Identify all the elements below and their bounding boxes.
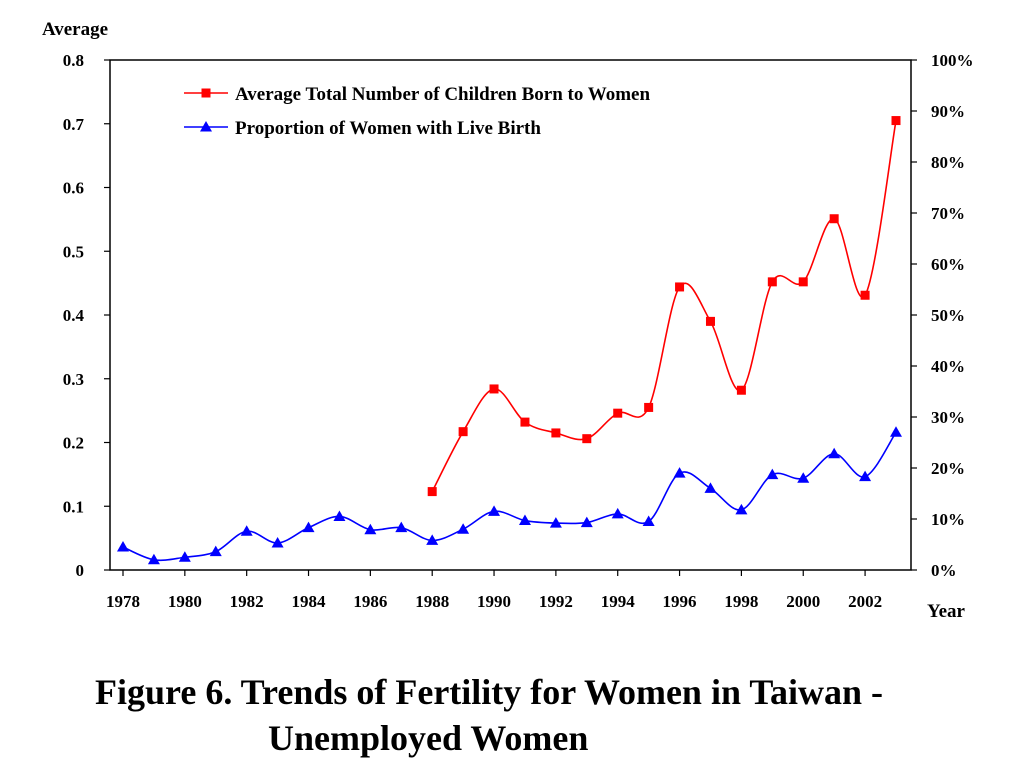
data-point-children-born bbox=[767, 277, 777, 287]
y2-tick-label: 70% bbox=[931, 204, 965, 223]
data-point-live-birth-proportion bbox=[147, 553, 160, 565]
x-tick-label: 1992 bbox=[539, 592, 573, 611]
series-children-born bbox=[427, 116, 901, 497]
x-tick-label: 1986 bbox=[353, 592, 387, 611]
x-tick-label: 1996 bbox=[663, 592, 697, 611]
data-point-live-birth-proportion bbox=[642, 515, 655, 527]
data-point-children-born bbox=[736, 385, 746, 395]
x-axis-ticks: 1978 1980 1982 1984 1986 1988 1990 1992 1994 1996… bbox=[106, 570, 882, 611]
data-point-live-birth-proportion bbox=[766, 468, 779, 480]
y-tick-label: 0.5 bbox=[63, 242, 84, 261]
data-point-live-birth-proportion bbox=[673, 467, 686, 478]
y2-tick-label: 80% bbox=[931, 153, 965, 172]
data-point-live-birth-proportion bbox=[240, 525, 253, 536]
data-point-live-birth-proportion bbox=[178, 551, 191, 562]
y-tick-label: 0 bbox=[76, 561, 85, 580]
y2-tick-label: 100% bbox=[931, 51, 974, 70]
data-point-live-birth-proportion bbox=[518, 514, 531, 526]
series-line-live-birth-proportion bbox=[122, 431, 897, 562]
y2-tick-label: 90% bbox=[931, 102, 965, 121]
data-point-children-born bbox=[489, 384, 499, 394]
data-point-children-born bbox=[829, 214, 839, 224]
data-point-live-birth-proportion bbox=[704, 482, 717, 493]
y-tick-label: 0.2 bbox=[63, 434, 84, 453]
y2-tick-label: 60% bbox=[931, 255, 965, 274]
data-point-children-born bbox=[675, 282, 685, 292]
data-point-children-born bbox=[644, 402, 654, 412]
fertility-chart: Average Year 0 0.1 0.2 0.3 0.4 0.5 0.6 0.7 0.8 0… bbox=[42, 19, 974, 622]
legend-marker-children-born bbox=[201, 88, 211, 98]
legend-label-live-birth-proportion: Proportion of Women with Live Birth bbox=[235, 118, 541, 139]
x-tick-label: 1990 bbox=[477, 592, 511, 611]
y2-tick-label: 40% bbox=[931, 357, 965, 376]
data-point-children-born bbox=[891, 116, 901, 126]
data-point-children-born bbox=[705, 316, 715, 326]
data-point-children-born bbox=[582, 434, 592, 444]
y-tick-label: 0.4 bbox=[63, 306, 85, 325]
x-tick-label: 1980 bbox=[168, 592, 202, 611]
data-point-live-birth-proportion bbox=[426, 534, 439, 545]
y-tick-label: 0.8 bbox=[63, 51, 84, 70]
data-point-children-born bbox=[860, 290, 870, 300]
data-point-live-birth-proportion bbox=[890, 426, 902, 437]
y-axis-label: Average bbox=[42, 19, 108, 40]
data-point-live-birth-proportion bbox=[611, 507, 624, 519]
x-tick-label: 1978 bbox=[106, 592, 140, 611]
x-tick-label: 1984 bbox=[292, 592, 327, 611]
data-point-live-birth-proportion bbox=[549, 517, 562, 528]
data-point-children-born bbox=[520, 417, 530, 427]
series-layer bbox=[117, 116, 902, 565]
data-point-live-birth-proportion bbox=[302, 521, 315, 533]
series-line-children-born bbox=[431, 120, 897, 492]
data-point-live-birth-proportion bbox=[580, 516, 593, 528]
data-point-live-birth-proportion bbox=[828, 447, 841, 459]
data-point-live-birth-proportion bbox=[859, 470, 872, 482]
x-tick-label: 1994 bbox=[601, 592, 636, 611]
y-tick-label: 0.1 bbox=[63, 497, 84, 516]
figure-caption-line-1: Figure 6. Trends of Fertility for Women … bbox=[95, 672, 884, 712]
data-point-live-birth-proportion bbox=[457, 523, 470, 534]
data-point-children-born bbox=[458, 427, 468, 437]
x-tick-label: 1982 bbox=[230, 592, 264, 611]
x-tick-label: 1998 bbox=[724, 592, 758, 611]
y2-axis-ticks: 0% 10% 20% 30% 40% 50% 60% 70% 80% 90% 100% bbox=[911, 51, 974, 580]
data-point-children-born bbox=[798, 277, 808, 287]
y2-tick-label: 10% bbox=[931, 510, 965, 529]
chart-legend: Average Total Number of Children Born to… bbox=[184, 84, 650, 139]
y-tick-label: 0.3 bbox=[63, 370, 84, 389]
legend-marker-live-birth-proportion bbox=[200, 121, 212, 132]
x-axis-label: Year bbox=[927, 601, 966, 622]
data-point-live-birth-proportion bbox=[395, 521, 408, 533]
data-point-live-birth-proportion bbox=[209, 545, 222, 557]
y2-tick-label: 50% bbox=[931, 306, 965, 325]
data-point-live-birth-proportion bbox=[735, 503, 748, 515]
x-tick-label: 2002 bbox=[848, 592, 882, 611]
data-point-children-born bbox=[551, 428, 561, 438]
data-point-live-birth-proportion bbox=[271, 536, 284, 548]
x-tick-label: 2000 bbox=[786, 592, 820, 611]
y2-tick-label: 30% bbox=[931, 408, 965, 427]
series-live-birth-proportion bbox=[117, 426, 902, 565]
y-tick-label: 0.6 bbox=[63, 179, 84, 198]
x-tick-label: 1988 bbox=[415, 592, 449, 611]
data-point-children-born bbox=[613, 408, 623, 418]
y2-tick-label: 0% bbox=[931, 561, 957, 580]
data-point-live-birth-proportion bbox=[117, 541, 129, 552]
data-point-children-born bbox=[427, 487, 437, 497]
y-axis-ticks: 0 0.1 0.2 0.3 0.4 0.5 0.6 0.7 0.8 bbox=[63, 51, 110, 580]
data-point-live-birth-proportion bbox=[797, 472, 810, 483]
data-point-live-birth-proportion bbox=[333, 510, 346, 521]
y2-tick-label: 20% bbox=[931, 459, 965, 478]
legend-label-children-born: Average Total Number of Children Born to… bbox=[235, 84, 650, 105]
data-point-live-birth-proportion bbox=[488, 505, 501, 516]
data-point-live-birth-proportion bbox=[364, 523, 377, 535]
y-tick-label: 0.7 bbox=[63, 115, 85, 134]
figure-caption-line-2: Unemployed Women bbox=[268, 718, 589, 758]
